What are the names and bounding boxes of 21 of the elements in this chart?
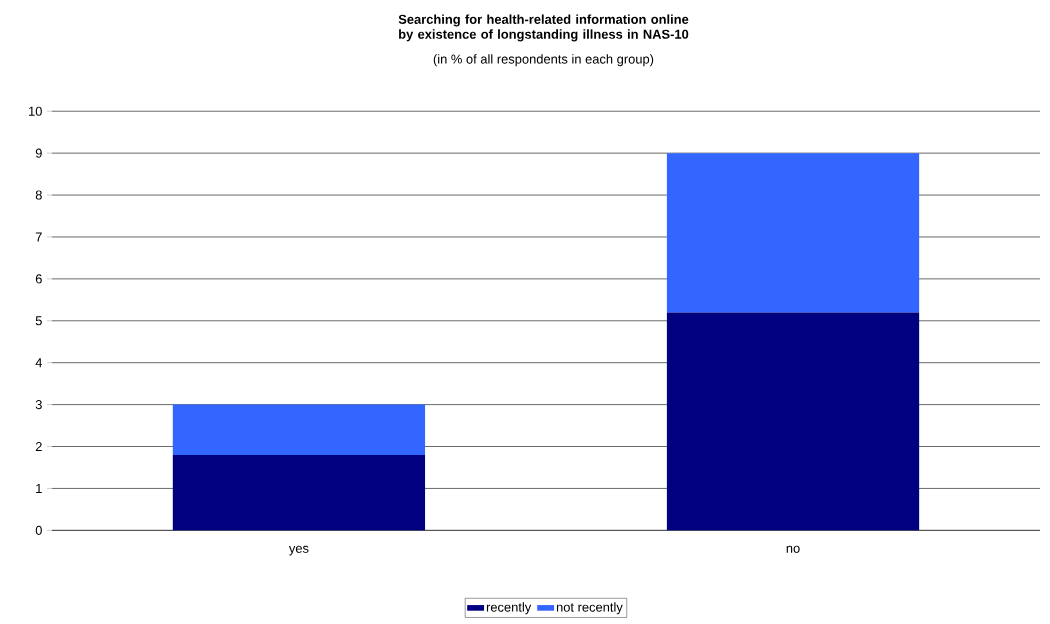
y-tick-label: 5 bbox=[35, 316, 42, 326]
y-tick-label: 3 bbox=[35, 400, 42, 410]
chart-subtitle: (in % of all respondents in each group) bbox=[433, 54, 654, 67]
y-tick-label: 7 bbox=[35, 232, 42, 242]
bar bbox=[172, 455, 426, 531]
y-tick-label: 1 bbox=[36, 484, 42, 494]
y-tick-label: 8 bbox=[35, 190, 42, 200]
x-tick-label: no bbox=[786, 545, 800, 553]
y-tick-label: 4 bbox=[35, 358, 43, 368]
bar bbox=[666, 312, 920, 531]
legend-label: not recently bbox=[556, 602, 623, 615]
y-tick-label: 9 bbox=[35, 148, 42, 158]
y-tick-label: 0 bbox=[35, 525, 42, 536]
bar bbox=[172, 404, 426, 456]
x-tick-label: yes bbox=[288, 545, 309, 556]
y-tick-label: 10 bbox=[29, 106, 42, 116]
y-tick-label: 2 bbox=[35, 442, 42, 452]
bar bbox=[666, 153, 920, 313]
y-tick-label: 6 bbox=[35, 274, 42, 284]
chart-title: Searching for health-related information online by existence of longstanding illness in NAS-10 bbox=[398, 14, 689, 42]
legend-label: recently bbox=[486, 602, 532, 615]
